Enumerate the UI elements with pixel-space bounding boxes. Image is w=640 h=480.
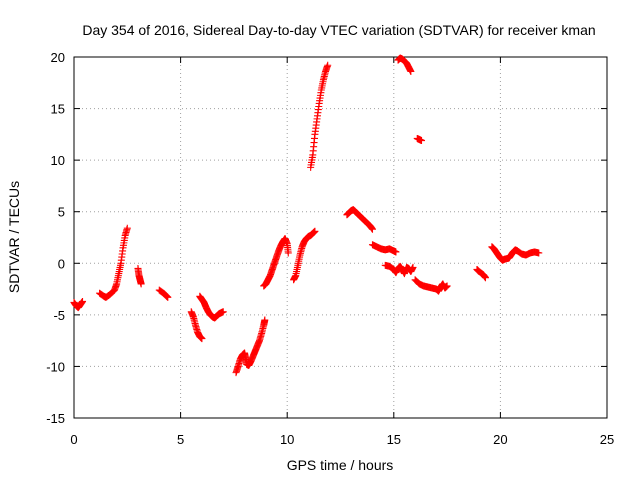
plot-frame [73, 56, 608, 419]
series-seg8 [260, 235, 292, 290]
data-point [261, 316, 269, 324]
data-point [324, 61, 332, 69]
y-tick-label: 15 [51, 102, 65, 117]
series-seg5 [187, 308, 206, 343]
data-point [481, 274, 489, 282]
x-axis-label: GPS time / hours [287, 457, 394, 473]
data-point [79, 297, 87, 305]
series-seg4 [155, 286, 172, 301]
x-tick-label: 15 [387, 432, 401, 447]
series-seg18 [488, 243, 543, 264]
series-seg12 [368, 241, 400, 256]
series-seg13 [381, 261, 417, 278]
series-seg1 [70, 297, 87, 312]
data-point [392, 248, 400, 256]
series-seg2 [96, 224, 131, 301]
series-seg6 [196, 292, 227, 322]
series-seg11 [343, 206, 376, 233]
series-seg9 [290, 227, 319, 284]
data-point [311, 227, 319, 235]
series-seg3 [134, 264, 145, 288]
y-tick-label: 0 [58, 256, 65, 271]
data-point [137, 280, 145, 288]
y-tick-label: 10 [51, 153, 65, 168]
x-tick-label: 5 [177, 432, 184, 447]
series-seg17 [473, 265, 489, 282]
y-tick-label: -10 [46, 359, 65, 374]
chart-title: Day 354 of 2016, Sidereal Day-to-day VTE… [82, 22, 595, 38]
data-point [164, 293, 172, 301]
data-point [219, 308, 227, 316]
y-tick-labels: -15 -10 -5 0 5 10 15 20 [46, 50, 65, 426]
series-seg15 [394, 54, 415, 75]
series-seg7 [232, 316, 269, 377]
data-point [443, 282, 451, 290]
series-seg16 [413, 134, 426, 145]
x-tick-label: 10 [280, 432, 294, 447]
data-point [535, 249, 543, 257]
data-points [70, 54, 543, 377]
data-point [123, 224, 131, 232]
series-seg10 [307, 61, 332, 171]
data-point [407, 67, 415, 75]
x-tick-labels: 0 5 10 15 20 25 [70, 432, 614, 447]
y-tick-label: -5 [53, 308, 65, 323]
data-point [409, 263, 417, 271]
axis-ticks [73, 56, 608, 419]
y-tick-label: 5 [58, 205, 65, 220]
data-point [368, 225, 376, 233]
y-tick-label: -15 [46, 411, 65, 426]
x-tick-label: 20 [493, 432, 507, 447]
y-axis-label: SDTVAR / TECUs [6, 181, 22, 293]
x-tick-label: 0 [70, 432, 77, 447]
data-point [418, 137, 426, 145]
x-tick-label: 25 [600, 432, 614, 447]
data-point [284, 249, 292, 257]
grid-lines [74, 57, 607, 418]
data-point [198, 335, 206, 343]
series-seg14 [411, 276, 451, 295]
y-tick-label: 20 [51, 50, 65, 65]
